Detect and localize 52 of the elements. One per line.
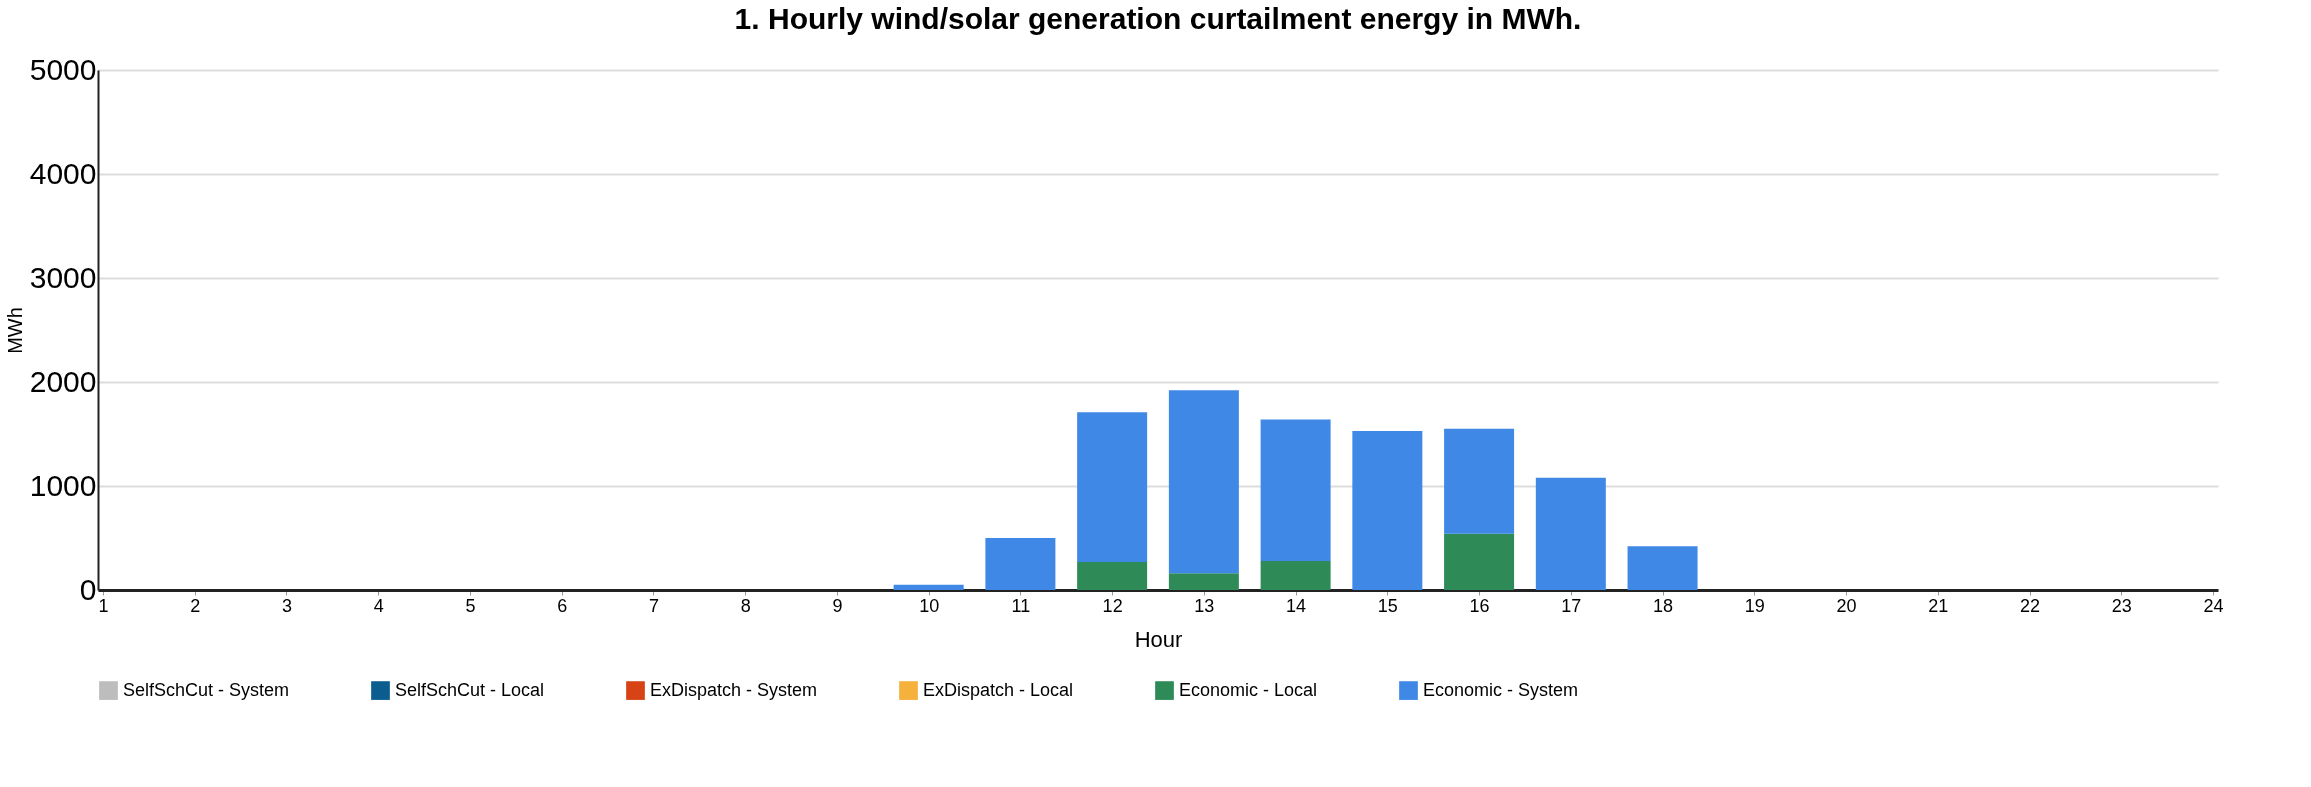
x-tick-label: 16	[1469, 595, 1490, 616]
y-tick-label: 3000	[29, 260, 97, 294]
x-tick-label: 12	[1102, 595, 1123, 616]
legend-label: Economic - Local	[1179, 679, 1318, 700]
legend-label: ExDispatch - Local	[923, 679, 1074, 700]
bar	[1077, 561, 1148, 590]
y-tick-label: 4000	[29, 156, 97, 190]
bar	[1168, 573, 1239, 590]
x-tick-label: 6	[557, 595, 568, 616]
x-tick-label: 15	[1377, 595, 1398, 616]
bar	[1627, 546, 1698, 590]
legend-label: ExDispatch - System	[650, 679, 818, 700]
y-tick-label: 5000	[29, 52, 97, 86]
y-tick-label: 0	[79, 572, 97, 606]
legend-label: SelfSchCut - Local	[395, 679, 545, 700]
y-tick-label: 2000	[29, 364, 97, 398]
x-tick-label: 21	[1928, 595, 1949, 616]
bar	[985, 538, 1056, 590]
x-tick-label: 5	[465, 595, 476, 616]
x-tick-label: 18	[1653, 595, 1674, 616]
bar	[1535, 477, 1606, 590]
bar	[1168, 390, 1239, 574]
x-tick-label: 8	[740, 595, 751, 616]
x-tick-label: 23	[2111, 595, 2132, 616]
chart-title: 1. Hourly wind/solar generation curtailment energy in MWh.	[734, 2, 1582, 35]
bar	[893, 584, 964, 590]
x-tick-label: 1	[98, 595, 109, 616]
x-tick-label: 14	[1286, 595, 1307, 616]
bar	[1260, 560, 1331, 590]
x-tick-label: 4	[373, 595, 384, 616]
x-tick-label: 22	[2020, 595, 2041, 616]
bar	[1077, 412, 1148, 562]
legend-label: Economic - System	[1423, 679, 1579, 700]
bar	[1352, 430, 1423, 590]
x-tick-label: 13	[1194, 595, 1215, 616]
x-tick-label: 24	[2203, 595, 2224, 616]
x-tick-label: 11	[1011, 595, 1031, 616]
y-axis-title: MWh	[3, 307, 26, 354]
bar	[1260, 419, 1331, 561]
x-tick-label: 7	[648, 595, 659, 616]
x-tick-label: 2	[190, 595, 201, 616]
bar	[1444, 533, 1515, 590]
legend-label: SelfSchCut - System	[123, 679, 290, 700]
x-tick-label: 19	[1744, 595, 1765, 616]
bar	[1444, 428, 1515, 534]
x-axis-title: Hour	[1134, 626, 1183, 652]
x-tick-label: 3	[281, 595, 292, 616]
x-tick-label: 17	[1561, 595, 1582, 616]
x-tick-label: 10	[919, 595, 940, 616]
x-tick-label: 9	[832, 595, 843, 616]
y-tick-label: 1000	[29, 468, 97, 502]
x-tick-label: 20	[1836, 595, 1857, 616]
